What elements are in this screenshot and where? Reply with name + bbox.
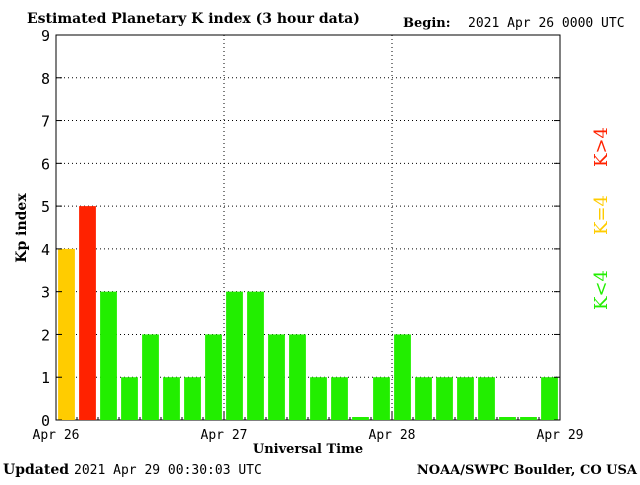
y-tick-label: 1 <box>41 369 50 387</box>
kp-bar <box>205 334 222 420</box>
kp-bar <box>520 417 537 420</box>
kp-bar <box>58 248 75 420</box>
y-tick-labels: 0 1 2 3 4 5 6 7 8 9 <box>41 27 560 430</box>
kp-bar <box>310 377 327 420</box>
kp-bar <box>373 377 390 420</box>
y-tick-label: 7 <box>41 113 50 131</box>
kp-bar <box>499 417 516 420</box>
kp-bar <box>121 377 138 420</box>
kp-bar <box>331 377 348 420</box>
y-tick-label: 6 <box>41 155 50 173</box>
kp-bar <box>394 334 411 420</box>
y-tick-label: 8 <box>41 70 50 88</box>
legend-high: K>4 <box>591 127 612 167</box>
x-axis-label: Universal Time <box>253 442 363 457</box>
y-tick-label: 4 <box>41 241 50 259</box>
begin-label: Begin: <box>403 16 451 31</box>
begin-value: 2021 Apr 26 0000 UTC <box>468 16 625 31</box>
legend-mid: K=4 <box>591 195 612 235</box>
kp-bar <box>100 291 117 420</box>
y-tick-label: 3 <box>41 284 50 302</box>
kp-bar <box>163 377 180 420</box>
kp-bar <box>352 417 369 420</box>
updated-value: 2021 Apr 29 00:30:03 UTC <box>74 463 262 478</box>
kp-bar <box>415 377 432 420</box>
kp-bar <box>289 334 306 420</box>
x-tick-label: Apr 26 <box>33 428 80 443</box>
x-tick-label: Apr 27 <box>201 428 248 443</box>
kp-bar <box>142 334 159 420</box>
kp-bar <box>478 377 495 420</box>
source-credit: NOAA/SWPC Boulder, CO USA <box>417 463 638 478</box>
y-tick-label: 9 <box>41 27 50 45</box>
y-tick-label: 2 <box>41 326 50 344</box>
kp-bar <box>79 206 96 420</box>
kp-bar <box>247 291 264 420</box>
y-tick-label: 0 <box>41 412 50 430</box>
plot-frame <box>55 34 561 421</box>
plot-border <box>55 34 561 421</box>
x-tick-label: Apr 28 <box>369 428 416 443</box>
kp-bar <box>184 377 201 420</box>
x-tick-labels: Apr 26 Apr 27 Apr 28 Apr 29 <box>33 412 584 443</box>
y-axis-label: Kp index <box>14 193 30 263</box>
kp-bar <box>457 377 474 420</box>
y-tick-label: 5 <box>41 198 50 216</box>
chart-title: Estimated Planetary K index (3 hour data… <box>27 11 360 27</box>
kp-bar <box>226 291 243 420</box>
kp-bar <box>541 377 558 420</box>
grid-lines <box>56 35 560 420</box>
bars <box>58 206 558 420</box>
kp-bar <box>436 377 453 420</box>
x-tick-label: Apr 29 <box>537 428 584 443</box>
legend-low: K<4 <box>591 270 612 310</box>
updated-label: Updated <box>3 462 69 478</box>
kp-bar <box>268 334 285 420</box>
